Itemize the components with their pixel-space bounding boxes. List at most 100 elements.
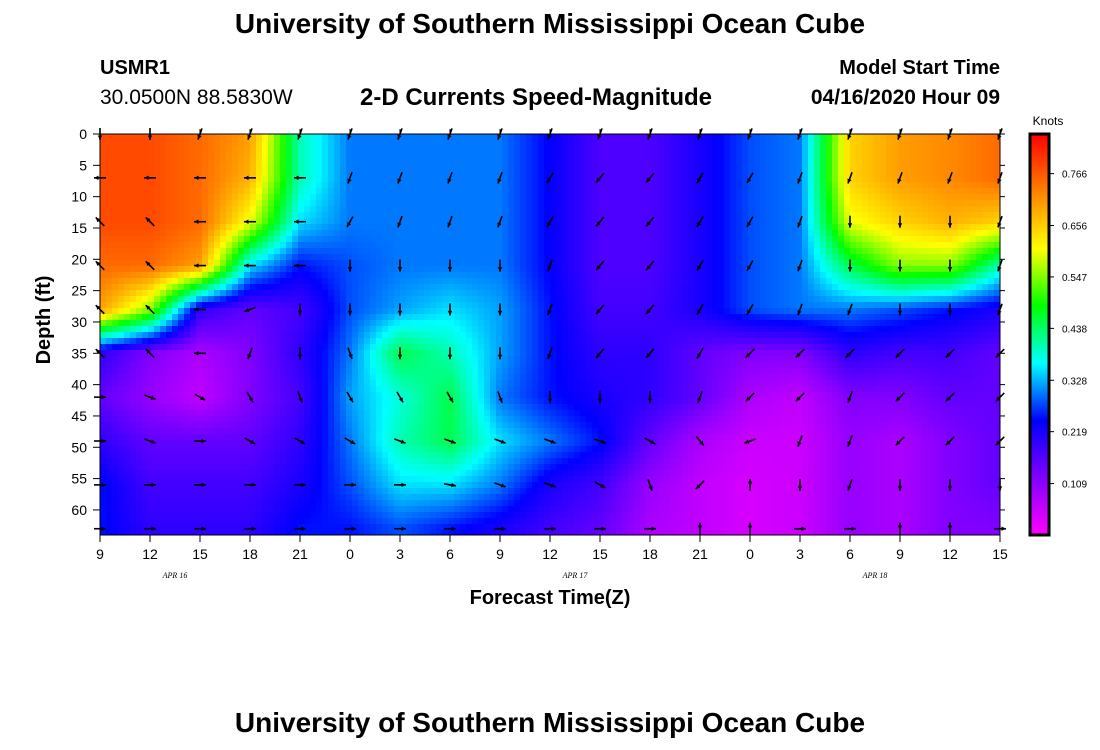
heatmap-cell: [862, 188, 869, 195]
heatmap-cell: [916, 320, 923, 327]
heatmap-cell: [916, 206, 923, 213]
heatmap-cell: [694, 152, 701, 159]
heatmap-cell: [160, 206, 167, 213]
heatmap-cell: [814, 266, 821, 273]
heatmap-cell: [502, 242, 509, 249]
heatmap-cell: [760, 212, 767, 219]
heatmap-cell: [328, 248, 335, 255]
heatmap-cell: [352, 176, 359, 183]
heatmap-cell: [280, 158, 287, 165]
heatmap-cell: [472, 242, 479, 249]
heatmap-cell: [388, 212, 395, 219]
heatmap-cell: [712, 302, 719, 309]
heatmap-cell: [466, 254, 473, 261]
heatmap-cell: [442, 152, 449, 159]
heatmap-cell: [364, 230, 371, 237]
heatmap-cell: [544, 242, 551, 249]
heatmap-cell: [358, 266, 365, 273]
heatmap-cell: [442, 260, 449, 267]
heatmap-cell: [556, 260, 563, 267]
heatmap-cell: [814, 320, 821, 327]
heatmap-cell: [184, 182, 191, 189]
heatmap-cell: [724, 164, 731, 171]
heatmap-cell: [478, 164, 485, 171]
heatmap-cell: [472, 224, 479, 231]
heatmap-cell: [706, 314, 713, 321]
heatmap-cell: [364, 218, 371, 225]
heatmap-cell: [790, 314, 797, 321]
heatmap-cell: [364, 320, 371, 327]
heatmap-cell: [730, 170, 737, 177]
heatmap-cell: [130, 296, 137, 303]
heatmap-cell: [952, 212, 959, 219]
heatmap-cell: [508, 296, 515, 303]
heatmap-cell: [268, 212, 275, 219]
heatmap-cell: [280, 296, 287, 303]
heatmap-cell: [442, 248, 449, 255]
heatmap-cell: [250, 176, 257, 183]
heatmap-cell: [910, 176, 917, 183]
heatmap-cell: [118, 182, 125, 189]
heatmap-cell: [274, 224, 281, 231]
heatmap-cell: [232, 248, 239, 255]
heatmap-cell: [580, 140, 587, 147]
heatmap-cell: [226, 308, 233, 315]
heatmap-cell: [532, 152, 539, 159]
heatmap-cell: [712, 266, 719, 273]
heatmap-cell: [496, 152, 503, 159]
heatmap-cell: [604, 320, 611, 327]
heatmap-cell: [724, 326, 731, 333]
heatmap-cell: [748, 188, 755, 195]
heatmap-cell: [640, 218, 647, 225]
heatmap-cell: [334, 224, 341, 231]
heatmap-cell: [628, 296, 635, 303]
heatmap-cell: [766, 284, 773, 291]
heatmap-cell: [892, 284, 899, 291]
heatmap-cell: [226, 290, 233, 297]
heatmap-cell: [922, 212, 929, 219]
heatmap-cell: [580, 278, 587, 285]
heatmap-cell: [376, 314, 383, 321]
heatmap-cell: [190, 212, 197, 219]
heatmap-cell: [958, 146, 965, 153]
heatmap-cell: [574, 278, 581, 285]
heatmap-cell: [172, 308, 179, 315]
heatmap-cell: [628, 170, 635, 177]
heatmap-cell: [904, 254, 911, 261]
heatmap-cell: [340, 290, 347, 297]
heatmap-cell: [112, 200, 119, 207]
heatmap-cell: [958, 284, 965, 291]
heatmap-cell: [676, 272, 683, 279]
heatmap-cell: [952, 308, 959, 315]
heatmap-cell: [268, 272, 275, 279]
heatmap-cell: [988, 176, 995, 183]
heatmap-cell: [880, 224, 887, 231]
heatmap-cell: [562, 302, 569, 309]
heatmap-cell: [520, 224, 527, 231]
heatmap-cell: [514, 278, 521, 285]
heatmap-cell: [976, 320, 983, 327]
heatmap-cell: [454, 290, 461, 297]
heatmap-cell: [268, 200, 275, 207]
heatmap-cell: [910, 164, 917, 171]
heatmap-cell: [754, 212, 761, 219]
heatmap-cell: [118, 152, 125, 159]
heatmap-cell: [196, 164, 203, 171]
heatmap-cell: [418, 158, 425, 165]
heatmap-cell: [604, 230, 611, 237]
heatmap-cell: [964, 218, 971, 225]
heatmap-cell: [832, 260, 839, 267]
heatmap-cell: [628, 146, 635, 153]
heatmap-cell: [952, 146, 959, 153]
heatmap-cell: [850, 164, 857, 171]
heatmap-cell: [490, 164, 497, 171]
heatmap-cell: [970, 248, 977, 255]
heatmap-cell: [250, 266, 257, 273]
heatmap-cell: [808, 296, 815, 303]
heatmap-cell: [232, 140, 239, 147]
heatmap-cell: [658, 182, 665, 189]
heatmap-cell: [298, 278, 305, 285]
heatmap-cell: [994, 212, 1000, 219]
heatmap-cell: [610, 194, 617, 201]
heatmap-cell: [754, 134, 761, 141]
